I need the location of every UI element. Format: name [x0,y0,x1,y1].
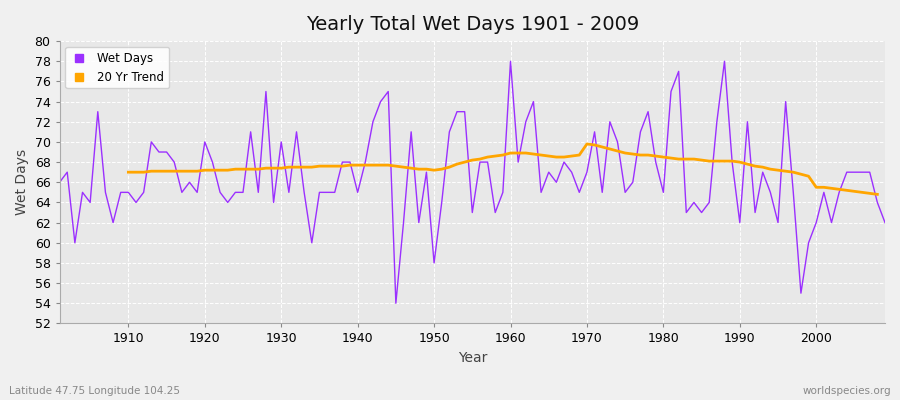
20 Yr Trend [872,192,883,197]
20 Yr Trend [498,153,508,158]
Wet Days [115,190,126,195]
Title: Yearly Total Wet Days 1901 - 2009: Yearly Total Wet Days 1901 - 2009 [306,15,639,34]
Legend: Wet Days, 20 Yr Trend: Wet Days, 20 Yr Trend [66,47,169,88]
Text: worldspecies.org: worldspecies.org [803,386,891,396]
20 Yr Trend [581,142,592,146]
Wet Days [329,190,340,195]
Wet Days [513,160,524,164]
Wet Days [54,180,65,185]
Wet Days [612,140,623,144]
Wet Days [284,190,294,195]
20 Yr Trend [520,151,531,156]
Wet Days [391,301,401,306]
Wet Days [505,59,516,64]
Line: 20 Yr Trend: 20 Yr Trend [129,144,878,194]
20 Yr Trend [321,164,332,168]
20 Yr Trend [299,165,310,170]
20 Yr Trend [352,163,363,168]
Text: Latitude 47.75 Longitude 104.25: Latitude 47.75 Longitude 104.25 [9,386,180,396]
Wet Days [520,119,531,124]
Y-axis label: Wet Days: Wet Days [15,149,29,215]
20 Yr Trend [719,159,730,164]
Line: Wet Days: Wet Days [59,61,885,303]
Wet Days [879,220,890,225]
X-axis label: Year: Year [457,351,487,365]
20 Yr Trend [123,170,134,174]
